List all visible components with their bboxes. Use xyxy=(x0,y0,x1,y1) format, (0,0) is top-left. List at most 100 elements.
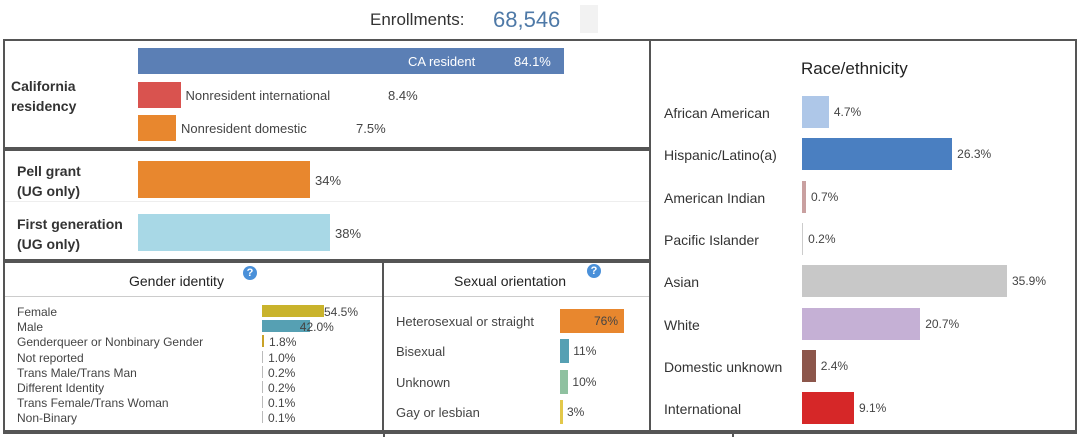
race-bar xyxy=(802,138,953,171)
race-value-label: 0.7% xyxy=(810,189,839,204)
residency-bar xyxy=(138,115,176,141)
pell-value-label: 34% xyxy=(315,173,342,188)
enrollments-box xyxy=(580,5,598,33)
orientation-item-label: Gay or lesbian xyxy=(396,405,480,420)
race-bar xyxy=(802,222,804,255)
orientation-item-label: Heterosexual or straight xyxy=(396,314,535,329)
gender-item-value: 1.0% xyxy=(268,350,296,365)
gender-item-value: 0.2% xyxy=(268,365,296,380)
gender-item-bar xyxy=(262,320,310,333)
race-category-label: International xyxy=(664,401,742,418)
gender-item-value: 42.0% xyxy=(299,320,334,335)
gender-item-bar xyxy=(262,396,263,409)
residency-title: California residency xyxy=(11,76,76,116)
race-bar xyxy=(802,265,1007,298)
gender-item-bar xyxy=(262,365,263,378)
residency-title-line2: residency xyxy=(11,98,77,114)
residency-bar xyxy=(138,82,181,108)
pell-divider xyxy=(5,201,649,202)
race-bar xyxy=(802,307,921,340)
orientation-help-icon[interactable]: ? xyxy=(587,264,601,278)
gender-item-label: Genderqueer or Nonbinary Gender xyxy=(17,335,204,350)
race-title: Race/ethnicity xyxy=(801,59,908,78)
residency-bar-value: 8.4% xyxy=(388,88,418,103)
bottom-divider-right xyxy=(732,432,734,437)
race-value-label: 4.7% xyxy=(833,105,862,119)
gender-item-value: 54.5% xyxy=(324,305,359,319)
bottom-border-line xyxy=(3,432,1077,434)
residency-panel: California residency CA resident 84.1% Non… xyxy=(3,39,651,149)
gender-item-value: 0.1% xyxy=(268,396,296,411)
pell-title-line1: Pell grant xyxy=(17,163,81,179)
gender-item-label: Trans Female/Trans Woman xyxy=(17,396,169,411)
bottom-divider-left xyxy=(383,432,385,437)
race-category-label: White xyxy=(664,316,700,333)
gender-divider xyxy=(5,296,382,297)
gender-item-label: Not reported xyxy=(17,350,84,365)
gender-item-label: Non-Binary xyxy=(17,411,78,426)
gender-item-value: 1.8% xyxy=(269,335,297,350)
gender-item-bar xyxy=(262,381,263,393)
gender-help-icon[interactable]: ? xyxy=(243,266,257,280)
gender-item-label: Trans Male/Trans Man xyxy=(17,365,137,380)
orientation-item-value: 76% xyxy=(594,314,619,328)
orientation-item-value: 3% xyxy=(567,405,585,419)
pell-bar xyxy=(138,161,310,198)
gender-item-bar xyxy=(262,305,324,317)
gender-item-label: Female xyxy=(17,305,58,319)
race-category-label: Asian xyxy=(664,274,700,291)
orientation-title: Sexual orientation xyxy=(454,273,567,289)
enrollments-label: Enrollments: xyxy=(370,10,465,29)
orientation-divider xyxy=(384,296,649,297)
firstgen-title-line2: (UG only) xyxy=(17,236,80,252)
gender-item-bar xyxy=(262,335,265,348)
race-category-label: African American xyxy=(664,105,770,121)
gender-title: Gender identity xyxy=(129,273,224,289)
orientation-item-value: 10% xyxy=(572,375,597,389)
header: Enrollments: 68,546 xyxy=(0,0,1080,38)
orientation-item-value: 11% xyxy=(573,344,597,358)
race-bar xyxy=(802,180,806,213)
gender-item-bar xyxy=(262,350,264,363)
pell-firstgen-panel: Pell grant (UG only) 34% First generatio… xyxy=(3,149,651,261)
orientation-item-label: Bisexual xyxy=(396,344,446,359)
firstgen-value-label: 38% xyxy=(335,226,362,241)
race-panel: Race/ethnicity African American 4.7% Hispa… xyxy=(649,39,1077,432)
race-value-label: 2.4% xyxy=(820,358,849,373)
race-category-label: Domestic unknown xyxy=(664,358,783,375)
residency-bar xyxy=(138,48,564,74)
race-value-label: 26.3% xyxy=(957,147,992,162)
enrollments-value: 68,546 xyxy=(493,7,561,32)
gender-item-label: Different Identity xyxy=(17,381,105,395)
orientation-item-bar xyxy=(560,309,624,333)
residency-bar-value: 7.5% xyxy=(356,121,386,136)
firstgen-bar xyxy=(138,214,330,251)
orientation-item-bar xyxy=(560,370,569,394)
race-bar xyxy=(802,349,816,382)
race-value-label: 0.2% xyxy=(808,231,836,246)
gender-item-value: 0.2% xyxy=(268,381,296,395)
race-value-label: 35.9% xyxy=(1012,274,1047,289)
gender-item-value: 0.1% xyxy=(268,411,296,426)
residency-bar-name: Nonresident international xyxy=(185,88,331,103)
pell-title-line2: (UG only) xyxy=(17,183,80,199)
pell-title: Pell grant (UG only) xyxy=(17,161,81,201)
race-bar xyxy=(802,392,854,425)
gender-item-label: Male xyxy=(17,320,44,335)
residency-bar-value: 84.1% xyxy=(514,54,551,69)
gender-item-bar xyxy=(262,411,263,424)
gender-panel: Gender identity ? Female 54.5% Male 42.0% Ge… xyxy=(3,261,384,432)
orientation-panel: Sexual orientation ? Heterosexual or str… xyxy=(382,261,651,432)
firstgen-title-line1: First generation xyxy=(17,216,123,232)
race-category-label: Pacific Islander xyxy=(664,231,759,248)
residency-title-line1: California xyxy=(11,78,76,94)
orientation-item-bar xyxy=(560,339,570,363)
race-category-label: Hispanic/Latino(a) xyxy=(664,147,777,164)
orientation-item-label: Unknown xyxy=(396,375,451,390)
firstgen-title: First generation (UG only) xyxy=(17,214,123,254)
residency-bar-name: CA resident xyxy=(408,54,476,69)
race-value-label: 9.1% xyxy=(858,401,887,416)
orientation-item-bar xyxy=(560,400,563,424)
race-bar xyxy=(802,96,829,128)
residency-bar-name: Nonresident domestic xyxy=(180,121,307,136)
